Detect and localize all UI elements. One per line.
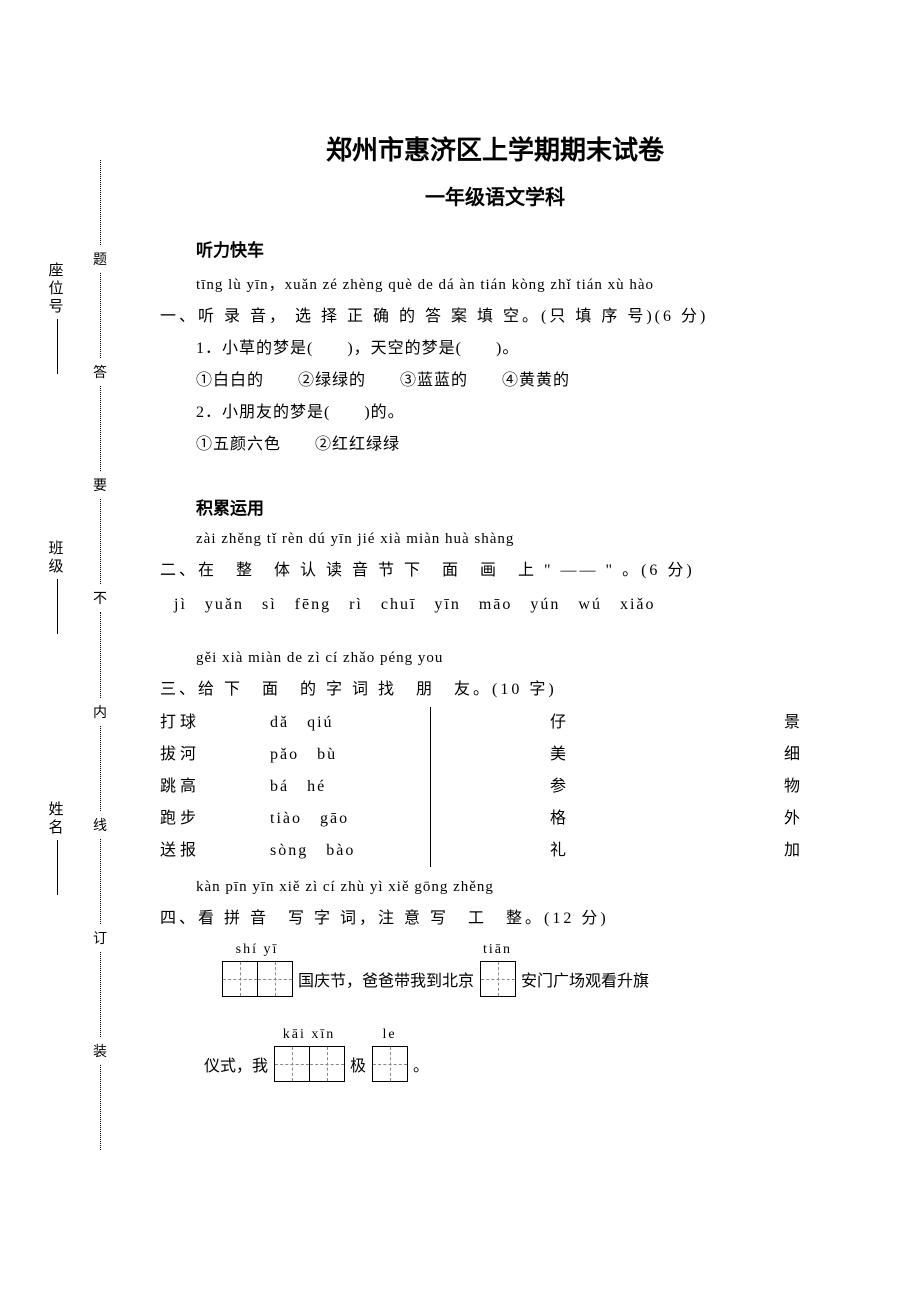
table-row: 送 报 sòng bào 礼 加 — [160, 835, 830, 867]
q1-label: 一、听 录 音， 选 择 正 确 的 答 案 填 空。(只 填 序 号)(6 分… — [160, 302, 830, 326]
fill-line-2: 仪式，我 kāi xīn 极 le 。 — [200, 1027, 830, 1082]
cell: 拔 河 — [160, 739, 270, 771]
cell: 格 — [450, 803, 650, 835]
cell: sòng bào — [270, 835, 430, 867]
margin-char: 题 — [93, 249, 107, 269]
cell: 外 — [650, 803, 830, 835]
q2-syllables: jì yuǎn sì fēng rì chuī yīn māo yún wú x… — [174, 590, 830, 614]
side-seat: 座位号 — [45, 262, 66, 377]
text: 。 — [413, 1052, 429, 1076]
q1-pinyin: tīng lù yīn，xuǎn zé zhèng què de dá àn t… — [196, 273, 830, 294]
cell: pǎo bù — [270, 739, 430, 771]
fill-blank: kāi xīn — [274, 1027, 344, 1082]
q2-label: 二、在 整 体 认 读 音 节 下 面 画 上 " —— " 。(6 分) — [160, 556, 830, 580]
side-name: 姓名 — [45, 801, 66, 898]
cell: tiào gāo — [270, 803, 430, 835]
cell: 送 报 — [160, 835, 270, 867]
table-row: 打 球 dǎ qiú 仔 景 — [160, 707, 830, 739]
q1-item2-choices: ①五颜六色 ②红红绿绿 — [196, 430, 830, 454]
fill-section: shí yī 国庆节，爸爸带我到北京 tiān 安门广场观看升旗 仪式，我 kā… — [160, 942, 830, 1082]
cell: 跑 步 — [160, 803, 270, 835]
cell: bá hé — [270, 771, 430, 803]
fill-line-1: shí yī 国庆节，爸爸带我到北京 tiān 安门广场观看升旗 — [220, 942, 830, 997]
cell: dǎ qiú — [270, 707, 430, 739]
cell: 跳 高 — [160, 771, 270, 803]
table-row: 跑 步 tiào gāo 格 外 — [160, 803, 830, 835]
fill-blank: shí yī — [222, 942, 292, 997]
table-row: 跳 高 bá hé 参 物 — [160, 771, 830, 803]
section-listen-title: 听力快车 — [196, 236, 830, 261]
cell: 打 球 — [160, 707, 270, 739]
margin-char: 线 — [93, 815, 107, 835]
cell: 物 — [650, 771, 830, 803]
q3-pinyin: gěi xià miàn de zì cí zhǎo péng you — [196, 650, 830, 667]
pinyin: shí yī — [236, 942, 279, 958]
page-subtitle: 一年级语文学科 — [160, 181, 830, 210]
cell: 参 — [450, 771, 650, 803]
match-table: 打 球 dǎ qiú 仔 景 拔 河 pǎo bù 美 细 跳 高 bá hé … — [160, 707, 830, 867]
separator — [430, 803, 450, 835]
page-title: 郑州市惠济区上学期期末试卷 — [160, 130, 830, 167]
cell: 仔 — [450, 707, 650, 739]
margin-char: 装 — [93, 1041, 107, 1061]
q3-label: 三、给 下 面 的 字 词 找 朋 友。(10 字) — [160, 675, 830, 699]
margin-char: 答 — [93, 362, 107, 382]
fill-blank: tiān — [480, 942, 515, 997]
margin-char: 内 — [93, 702, 107, 722]
table-row: 拔 河 pǎo bù 美 细 — [160, 739, 830, 771]
q4-label: 四、看 拼 音 写 字 词，注 意 写 工 整。(12 分) — [160, 904, 830, 928]
q4-pinyin: kàn pīn yīn xiě zì cí zhù yì xiě gōng zh… — [196, 879, 830, 896]
binding-margin: 题 答 要 不 内 线 订 装 — [80, 160, 120, 1150]
separator — [430, 739, 450, 771]
margin-char: 不 — [93, 588, 107, 608]
section-accum-title: 积累运用 — [196, 494, 830, 519]
q1-item1-choices: ①白白的 ②绿绿的 ③蓝蓝的 ④黄黄的 — [196, 366, 830, 390]
separator — [430, 771, 450, 803]
pinyin: tiān — [483, 942, 512, 958]
cell: 加 — [650, 835, 830, 867]
text: 安门广场观看升旗 — [521, 967, 649, 991]
side-class: 班级 — [45, 540, 66, 637]
text: 极 — [350, 1052, 366, 1076]
q1-item1: 1．小草的梦是( )，天空的梦是( )。 — [196, 334, 830, 358]
separator — [430, 835, 450, 867]
cell: 细 — [650, 739, 830, 771]
separator — [430, 707, 450, 739]
cell: 美 — [450, 739, 650, 771]
text: 国庆节，爸爸带我到北京 — [298, 967, 474, 991]
side-labels: 座位号 班级 姓名 — [45, 180, 65, 980]
margin-char: 订 — [93, 928, 107, 948]
text: 仪式，我 — [204, 1052, 268, 1076]
pinyin: le — [382, 1027, 396, 1043]
q2-pinyin: zài zhěng tǐ rèn dú yīn jié xià miàn huà… — [196, 531, 830, 548]
fill-blank: le — [372, 1027, 407, 1082]
cell: 景 — [650, 707, 830, 739]
cell: 礼 — [450, 835, 650, 867]
pinyin: kāi xīn — [283, 1027, 336, 1043]
margin-char: 要 — [93, 475, 107, 495]
q1-item2: 2．小朋友的梦是( )的。 — [196, 398, 830, 422]
